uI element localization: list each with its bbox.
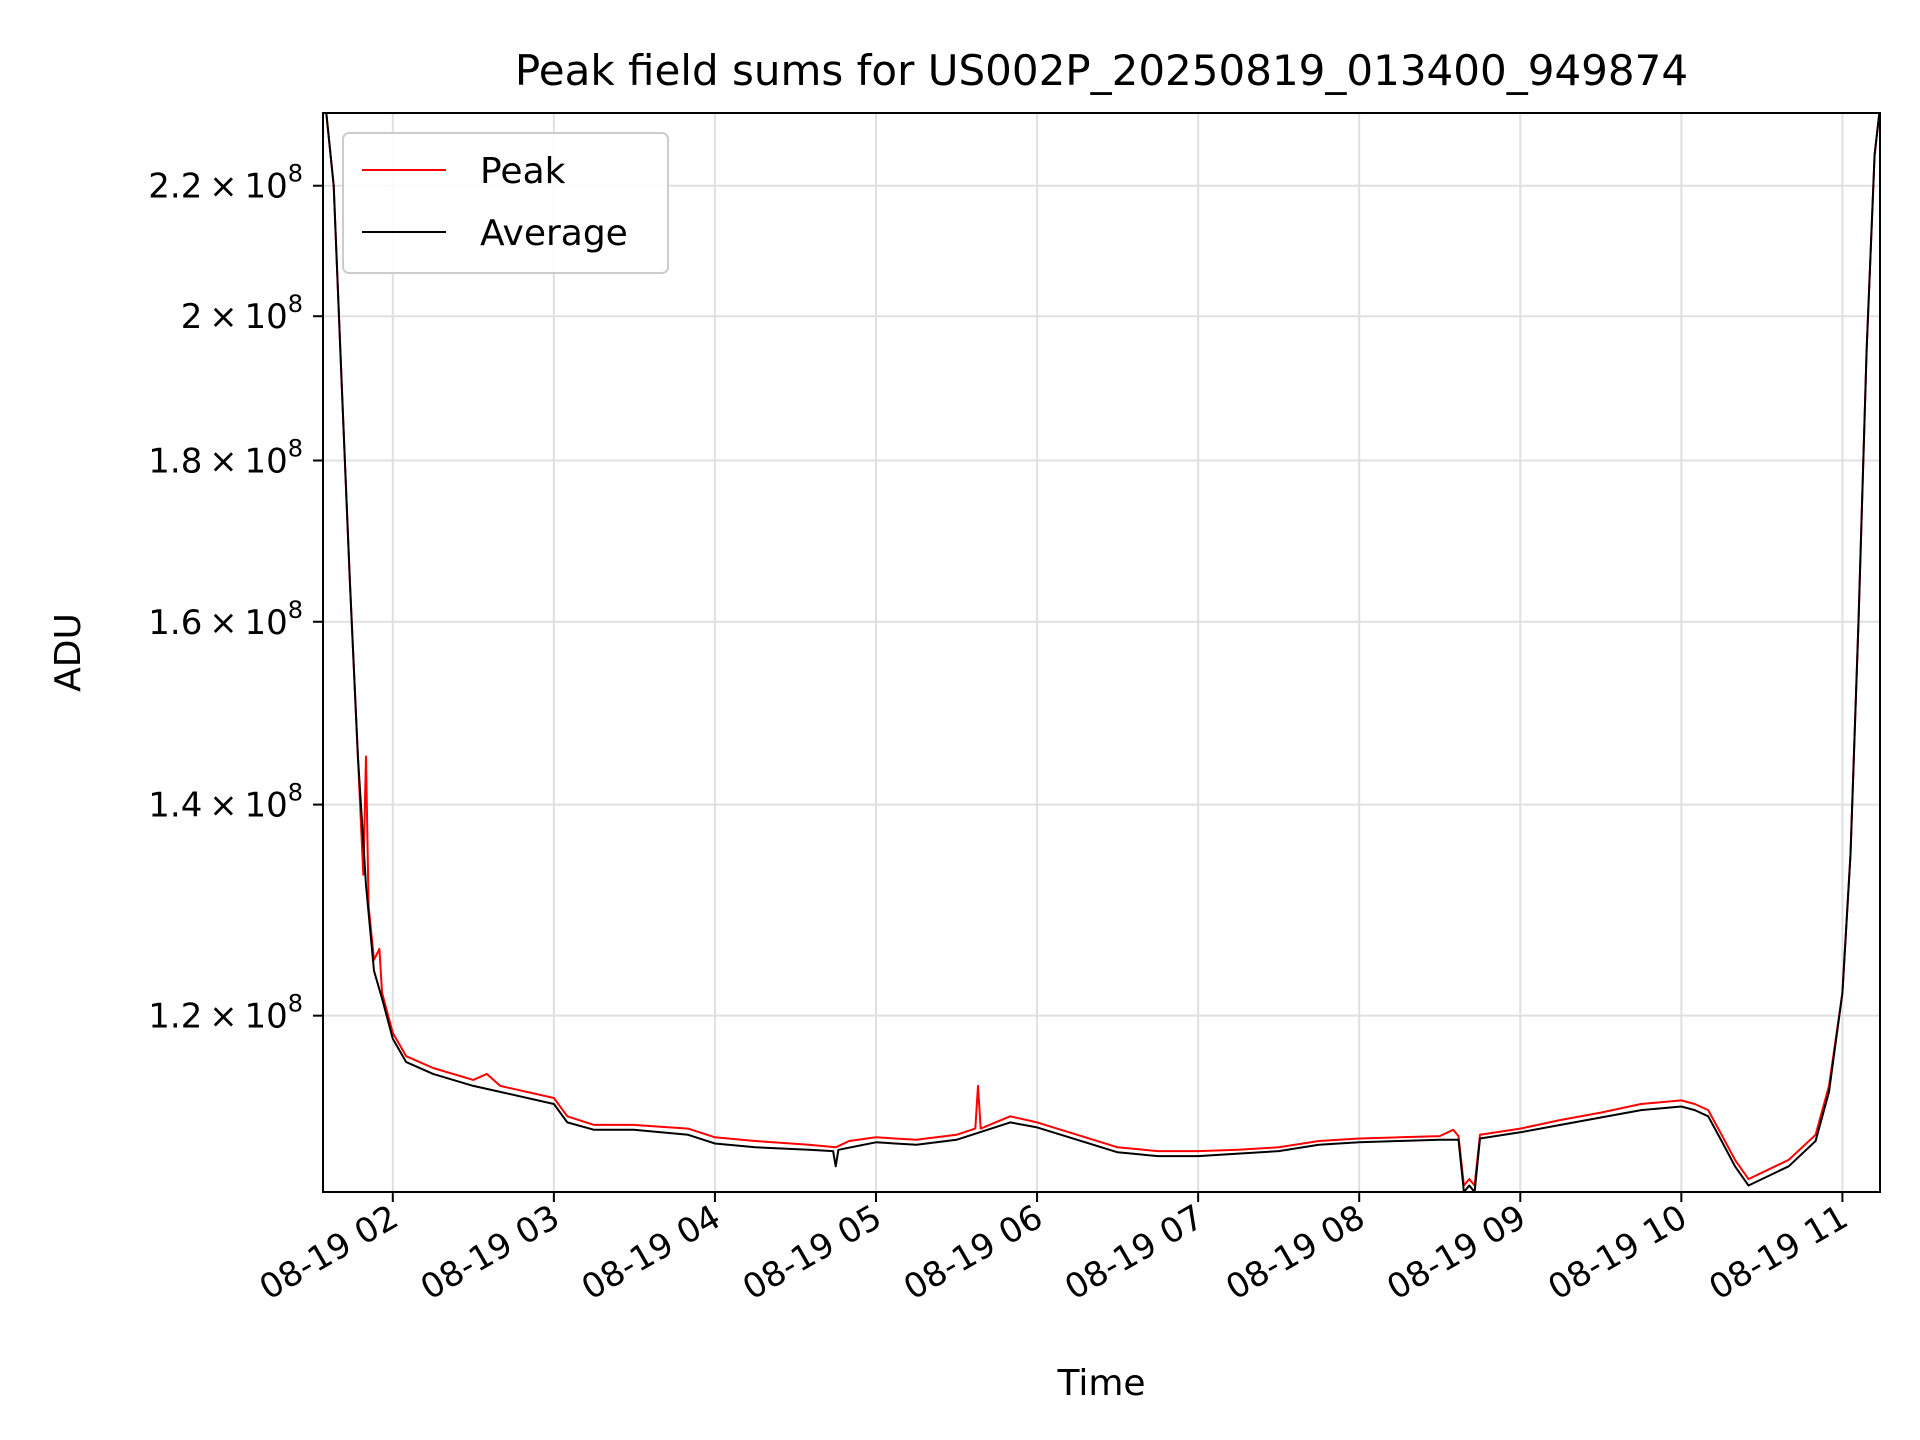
y-tick-mantissa: 1.4 [148, 786, 202, 826]
y-tick-exponent: 8 [288, 990, 303, 1018]
y-tick-times: × 10 [202, 297, 287, 337]
x-axis-label: Time [1056, 1363, 1145, 1404]
y-tick-exponent: 8 [288, 596, 303, 624]
plot-frame [322, 112, 1881, 1193]
legend-label-average: Average [480, 213, 628, 254]
y-tick-label: 2 × 108 [181, 290, 303, 337]
y-tick-mantissa: 1.2 [148, 997, 202, 1037]
y-tick-label: 1.4 × 108 [148, 779, 303, 826]
y-tick-label: 1.2 × 108 [148, 990, 303, 1037]
y-tick-mantissa: 2 [181, 297, 203, 337]
series-line-average [325, 113, 1880, 1192]
y-axis-label: ADU [48, 613, 89, 692]
y-tick-times: × 10 [202, 167, 287, 207]
y-tick-exponent: 8 [288, 779, 303, 807]
y-tick-times: × 10 [202, 786, 287, 826]
y-tick-exponent: 8 [288, 434, 303, 462]
y-tick-mantissa: 1.8 [148, 441, 202, 481]
y-tick-mantissa: 2.2 [148, 167, 202, 207]
series-layer [325, 113, 1880, 1192]
y-tick-exponent: 8 [288, 160, 303, 188]
chart-title: Peak field sums for US002P_20250819_0134… [515, 46, 1688, 95]
y-tick-times: × 10 [202, 997, 287, 1037]
legend-label-peak: Peak [480, 151, 566, 192]
y-tick-label: 1.6 × 108 [148, 596, 303, 643]
y-tick-times: × 10 [202, 441, 287, 481]
legend-box [342, 132, 669, 274]
y-tick-times: × 10 [202, 603, 287, 643]
y-tick-exponent: 8 [288, 290, 303, 318]
y-tick-label: 2.2 × 108 [148, 160, 303, 207]
legend: Peak Average [342, 132, 669, 274]
y-tick-mantissa: 1.6 [148, 603, 202, 643]
series-line-peak [325, 113, 1880, 1187]
y-tick-label: 1.8 × 108 [148, 434, 303, 481]
